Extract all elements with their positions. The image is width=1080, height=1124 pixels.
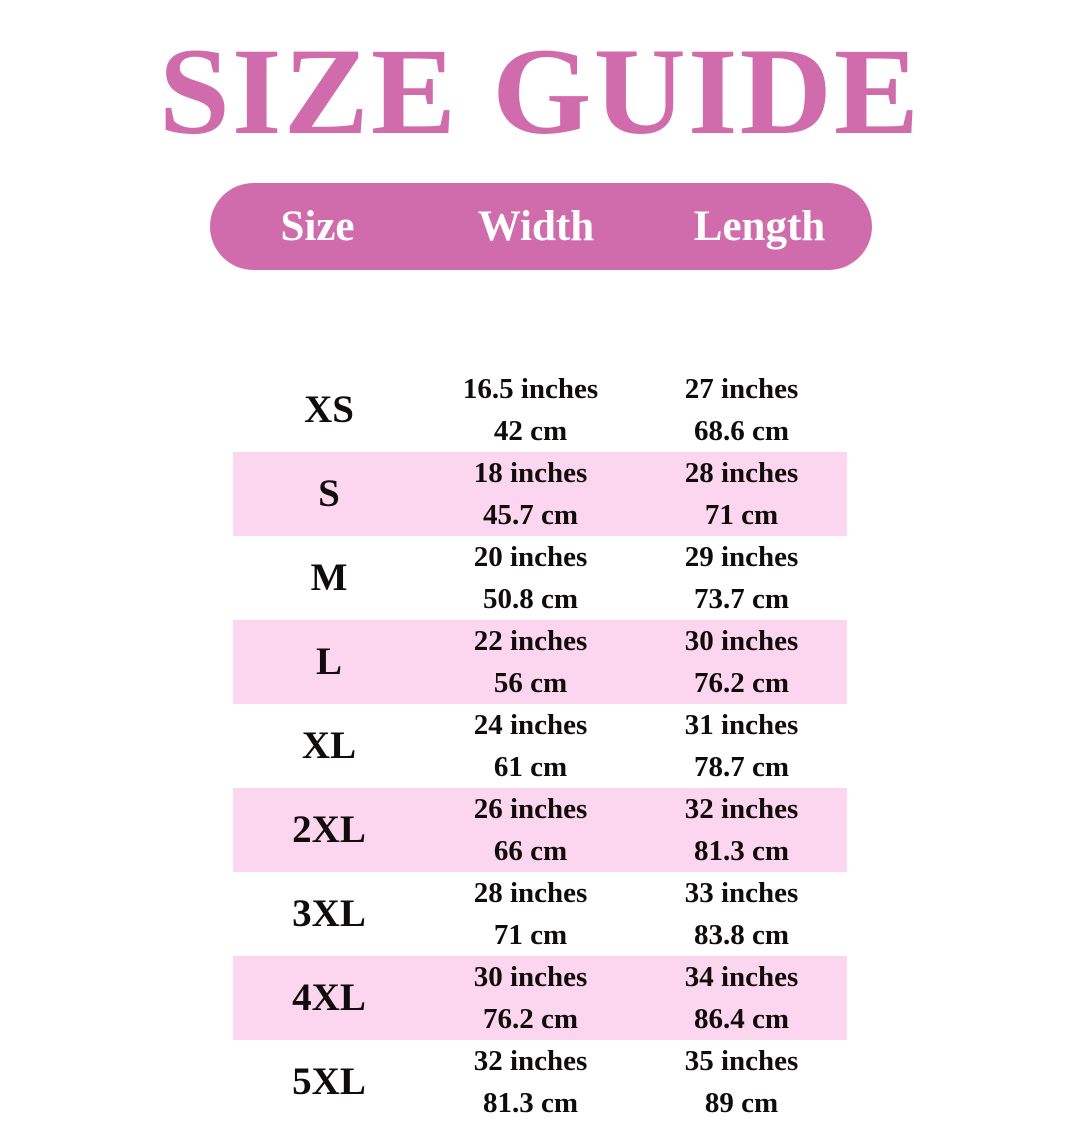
cell-length: 30 inches 76.2 cm xyxy=(636,620,847,704)
cell-length: 33 inches 83.8 cm xyxy=(636,872,847,956)
cell-size: 4XL xyxy=(292,976,366,1019)
length-cm: 68.6 cm xyxy=(693,415,790,447)
length-cm: 89 cm xyxy=(704,1087,779,1119)
table-row: 4XL 30 inches 76.2 cm 34 inches 86.4 cm xyxy=(233,956,847,1040)
width-inches: 28 inches xyxy=(473,877,588,909)
table-row: M 20 inches 50.8 cm 29 inches 73.7 cm xyxy=(233,536,847,620)
column-header-size: Size xyxy=(280,202,355,250)
width-cm: 45.7 cm xyxy=(482,499,579,531)
cell-width: 28 inches 71 cm xyxy=(425,872,636,956)
cell-length: 29 inches 73.7 cm xyxy=(636,536,847,620)
length-inches: 33 inches xyxy=(684,877,799,909)
cell-size: M xyxy=(310,556,348,599)
length-cm: 73.7 cm xyxy=(693,583,790,615)
width-inches: 20 inches xyxy=(473,541,588,573)
length-inches: 32 inches xyxy=(684,793,799,825)
cell-width: 20 inches 50.8 cm xyxy=(425,536,636,620)
length-inches: 28 inches xyxy=(684,457,799,489)
cell-size: S xyxy=(318,472,340,515)
width-cm: 61 cm xyxy=(493,751,568,783)
width-cm: 50.8 cm xyxy=(482,583,579,615)
width-inches: 22 inches xyxy=(473,625,588,657)
length-inches: 34 inches xyxy=(684,961,799,993)
cell-length: 31 inches 78.7 cm xyxy=(636,704,847,788)
width-cm: 76.2 cm xyxy=(482,1003,579,1035)
cell-width: 16.5 inches 42 cm xyxy=(425,368,636,452)
table-body: XS 16.5 inches 42 cm 27 inches 68.6 cm S 18 in… xyxy=(233,368,847,1124)
table-row: L 22 inches 56 cm 30 inches 76.2 cm xyxy=(233,620,847,704)
cell-length: 35 inches 89 cm xyxy=(636,1040,847,1124)
width-inches: 16.5 inches xyxy=(462,373,599,405)
width-inches: 18 inches xyxy=(473,457,588,489)
table-row: 2XL 26 inches 66 cm 32 inches 81.3 cm xyxy=(233,788,847,872)
width-cm: 56 cm xyxy=(493,667,568,699)
table-header-row: Size Width Length xyxy=(210,183,872,270)
length-cm: 76.2 cm xyxy=(693,667,790,699)
length-cm: 86.4 cm xyxy=(693,1003,790,1035)
cell-size: L xyxy=(315,640,342,683)
size-guide-page: SIZE GUIDE Size Width Length XS 16.5 inch… xyxy=(158,23,922,1124)
cell-length: 27 inches 68.6 cm xyxy=(636,368,847,452)
cell-length: 34 inches 86.4 cm xyxy=(636,956,847,1040)
length-inches: 31 inches xyxy=(684,709,799,741)
width-cm: 42 cm xyxy=(493,415,568,447)
cell-size: XS xyxy=(304,388,354,431)
cell-width: 30 inches 76.2 cm xyxy=(425,956,636,1040)
width-cm: 71 cm xyxy=(493,919,568,951)
cell-width: 32 inches 81.3 cm xyxy=(425,1040,636,1124)
width-inches: 30 inches xyxy=(473,961,588,993)
length-inches: 27 inches xyxy=(684,373,799,405)
cell-size: 2XL xyxy=(292,808,366,851)
width-inches: 24 inches xyxy=(473,709,588,741)
column-header-width: Width xyxy=(477,202,595,250)
length-inches: 30 inches xyxy=(684,625,799,657)
cell-size: 3XL xyxy=(292,892,366,935)
table-row: XL 24 inches 61 cm 31 inches 78.7 cm xyxy=(233,704,847,788)
length-cm: 78.7 cm xyxy=(693,751,790,783)
table-row: XS 16.5 inches 42 cm 27 inches 68.6 cm xyxy=(233,368,847,452)
cell-width: 26 inches 66 cm xyxy=(425,788,636,872)
length-inches: 29 inches xyxy=(684,541,799,573)
width-inches: 32 inches xyxy=(473,1045,588,1077)
cell-length: 28 inches 71 cm xyxy=(636,452,847,536)
table-row: 5XL 32 inches 81.3 cm 35 inches 89 cm xyxy=(233,1040,847,1124)
cell-length: 32 inches 81.3 cm xyxy=(636,788,847,872)
length-cm: 81.3 cm xyxy=(693,835,790,867)
size-guide-table: Size Width Length XS 16.5 inches 42 cm 27 i… xyxy=(210,183,872,1124)
cell-size: XL xyxy=(301,724,357,767)
length-cm: 83.8 cm xyxy=(693,919,790,951)
cell-size: 5XL xyxy=(292,1060,366,1103)
width-cm: 66 cm xyxy=(493,835,568,867)
length-inches: 35 inches xyxy=(684,1045,799,1077)
table-row: S 18 inches 45.7 cm 28 inches 71 cm xyxy=(233,452,847,536)
table-row: 3XL 28 inches 71 cm 33 inches 83.8 cm xyxy=(233,872,847,956)
column-header-length: Length xyxy=(693,202,826,250)
width-cm: 81.3 cm xyxy=(482,1087,579,1119)
cell-width: 24 inches 61 cm xyxy=(425,704,636,788)
page-title: SIZE GUIDE xyxy=(158,23,922,160)
cell-width: 18 inches 45.7 cm xyxy=(425,452,636,536)
width-inches: 26 inches xyxy=(473,793,588,825)
cell-width: 22 inches 56 cm xyxy=(425,620,636,704)
length-cm: 71 cm xyxy=(704,499,779,531)
